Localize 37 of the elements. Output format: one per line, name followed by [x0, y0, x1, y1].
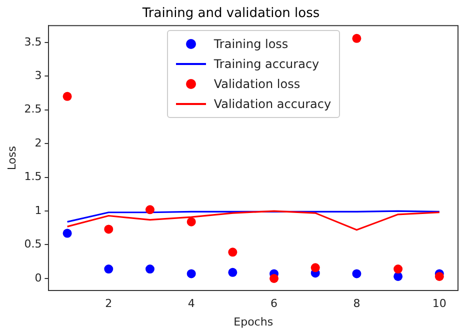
x-tick-label: 10	[432, 297, 446, 310]
legend-label: Validation accuracy	[214, 96, 332, 111]
y-tick-label: 2	[34, 136, 42, 150]
x-tick-label: 6	[270, 297, 278, 310]
y-axis-title: Loss	[5, 146, 18, 170]
point	[352, 34, 362, 43]
point	[104, 264, 114, 274]
y-tick-label: 1	[34, 204, 42, 217]
legend-label: Validation loss	[214, 76, 300, 91]
y-tick-label: 3	[34, 69, 42, 82]
point	[186, 217, 196, 226]
point	[310, 263, 320, 272]
x-tick-label: 8	[353, 297, 360, 310]
point	[352, 269, 362, 278]
point	[186, 269, 196, 278]
y-tick-label: 0.5	[24, 238, 42, 251]
y-tick-label: 2.5	[24, 102, 42, 116]
point	[270, 274, 279, 283]
x-axis-title: Epochs	[234, 315, 274, 328]
legend-label: Training accuracy	[214, 56, 320, 71]
point	[228, 268, 238, 277]
point	[434, 272, 444, 281]
y-tick-label: 0	[34, 271, 42, 284]
point	[228, 248, 238, 257]
chart-title: Training and validation loss	[141, 6, 320, 22]
point	[145, 264, 154, 274]
x-tick-label: 4	[188, 297, 195, 310]
legend-label: Training loss	[214, 36, 288, 51]
point	[62, 228, 72, 238]
y-tick-label: 3.5	[24, 35, 42, 48]
x-tick-label: 2	[105, 297, 112, 310]
point	[104, 224, 114, 234]
point	[394, 264, 403, 274]
point	[62, 92, 72, 101]
point	[145, 205, 154, 214]
y-tick-label: 1.5	[24, 170, 42, 184]
point	[394, 272, 403, 281]
